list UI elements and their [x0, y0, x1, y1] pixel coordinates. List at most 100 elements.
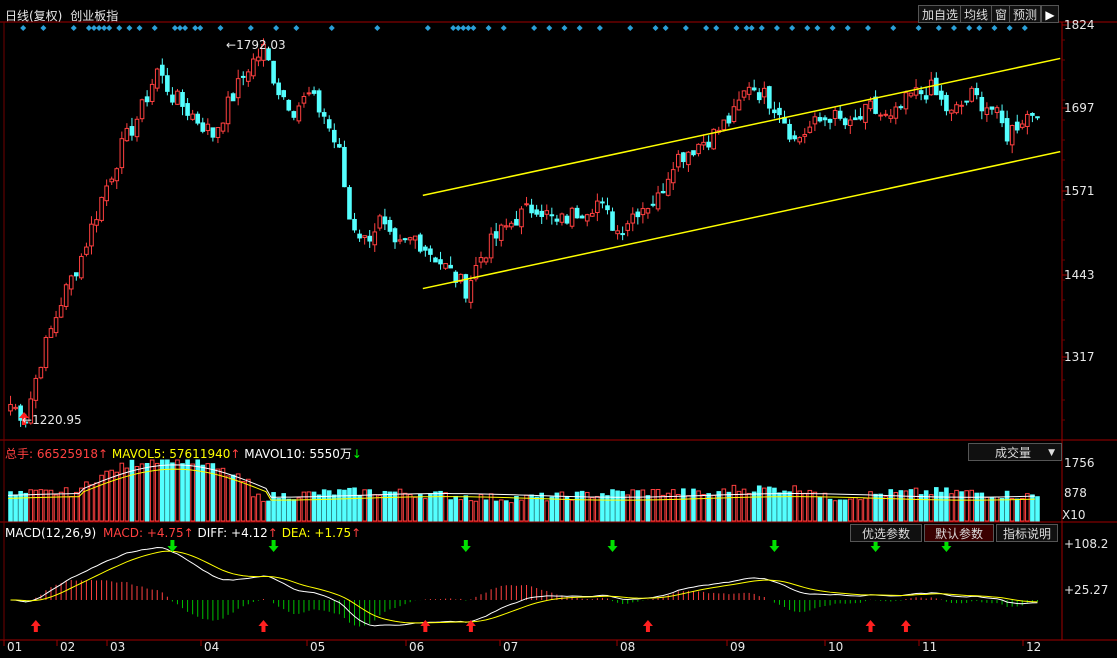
- month-label: 05: [310, 640, 326, 654]
- candle-body: [1004, 118, 1010, 142]
- month-label: 01: [7, 640, 23, 654]
- volume-bar: [564, 495, 570, 522]
- volume-bar: [286, 498, 292, 522]
- indicator-help-button[interactable]: 指标说明: [996, 524, 1058, 542]
- candle-body: [230, 93, 236, 102]
- total-label: 总手:: [5, 447, 34, 461]
- candle-body: [792, 135, 797, 140]
- window-button[interactable]: 窗: [991, 5, 1012, 23]
- candle-body: [337, 144, 342, 148]
- volume-bar: [352, 487, 357, 522]
- candle-body: [675, 153, 681, 168]
- candle-body: [104, 185, 109, 202]
- candle-body: [372, 231, 378, 246]
- signal-diamond: [773, 25, 780, 31]
- candle-body: [741, 90, 747, 98]
- signal-diamond: [374, 25, 381, 31]
- candle-body: [746, 86, 752, 95]
- candle-body: [655, 192, 661, 210]
- candle-body: [382, 216, 388, 225]
- signal-diamond: [733, 25, 740, 31]
- volume-bar: [706, 493, 711, 522]
- candle-body: [964, 100, 969, 103]
- volume-bar: [584, 491, 590, 522]
- volume-bar: [230, 474, 236, 522]
- signal-diamond: [531, 25, 538, 31]
- candle-body: [352, 218, 357, 231]
- candle-body: [58, 305, 64, 318]
- volume-bar: [139, 463, 145, 522]
- volume-bar: [311, 491, 317, 522]
- candle-body: [584, 214, 590, 222]
- volume-bar: [792, 485, 797, 522]
- volume-bar: [1019, 497, 1025, 522]
- volume-bar: [1009, 497, 1015, 522]
- volume-bar: [964, 490, 969, 522]
- add-favorite-button[interactable]: 加自选: [918, 5, 963, 23]
- macd-tick-mid: +25.27: [1064, 583, 1109, 597]
- volume-bar: [205, 463, 211, 522]
- moving-average-button[interactable]: 均线: [960, 5, 993, 23]
- volume-bar: [407, 493, 413, 522]
- default-params-button[interactable]: 默认参数: [924, 524, 994, 542]
- volume-bar: [114, 471, 120, 522]
- candle-body: [392, 228, 398, 243]
- indicator-dropdown[interactable]: 成交量 ▼: [968, 443, 1062, 461]
- red-up-arrow-icon: [258, 620, 269, 632]
- volume-bar: [342, 489, 347, 522]
- candle-body: [923, 95, 929, 100]
- candle-body: [635, 211, 641, 218]
- candle-body: [367, 235, 373, 242]
- volume-bar: [716, 491, 722, 522]
- volume-bar: [144, 463, 150, 522]
- volume-bar: [549, 496, 555, 522]
- volume-bar: [256, 493, 261, 522]
- period-label: 日线(复权): [5, 9, 63, 23]
- volume-bar: [908, 489, 914, 522]
- candle-body: [215, 127, 221, 139]
- volume-bar: [483, 499, 489, 522]
- month-label: 02: [60, 640, 76, 654]
- volume-bar: [873, 493, 878, 522]
- signal-diamond: [151, 25, 158, 31]
- candle-body: [1019, 123, 1025, 128]
- candle-body: [928, 79, 934, 96]
- volume-bar: [807, 489, 813, 522]
- signal-diamond: [682, 25, 689, 31]
- candle-body: [443, 263, 448, 269]
- optimize-params-button[interactable]: 优选参数: [850, 524, 922, 542]
- volume-tick-1756: 1756: [1064, 456, 1095, 470]
- volume-bar: [503, 500, 509, 522]
- candle-body: [509, 222, 514, 228]
- volume-bar: [18, 490, 23, 522]
- volume-bar: [797, 490, 803, 522]
- candle-body: [736, 99, 742, 111]
- mavol10-line: [7, 468, 1035, 501]
- candle-body: [84, 246, 89, 255]
- volume-bar: [928, 494, 934, 522]
- month-label: 09: [730, 640, 746, 654]
- volume-bar: [48, 489, 54, 522]
- volume-bar: [726, 491, 732, 522]
- candle-body: [438, 259, 443, 265]
- candle-body: [458, 273, 464, 282]
- candle-body: [605, 205, 610, 211]
- volume-bar: [357, 495, 362, 522]
- volume-bar: [1025, 493, 1030, 522]
- volume-bar: [225, 475, 231, 522]
- price-tick-1571: 1571: [1064, 184, 1095, 198]
- signal-diamond: [91, 25, 97, 31]
- high-value: 1792.03: [236, 38, 286, 52]
- candle-body: [493, 231, 499, 239]
- candle-body: [898, 106, 904, 109]
- month-label: 10: [828, 640, 844, 654]
- volume-bar: [767, 486, 772, 522]
- candle-body: [261, 43, 266, 61]
- signal-diamond: [273, 25, 280, 31]
- signal-diamond: [703, 25, 710, 31]
- expand-icon[interactable]: ▶: [1041, 5, 1059, 23]
- forecast-button[interactable]: 预测: [1009, 5, 1042, 23]
- candle-body: [48, 328, 54, 338]
- macd-name: MACD(12,26,9): [5, 526, 97, 540]
- candle-body: [837, 110, 843, 119]
